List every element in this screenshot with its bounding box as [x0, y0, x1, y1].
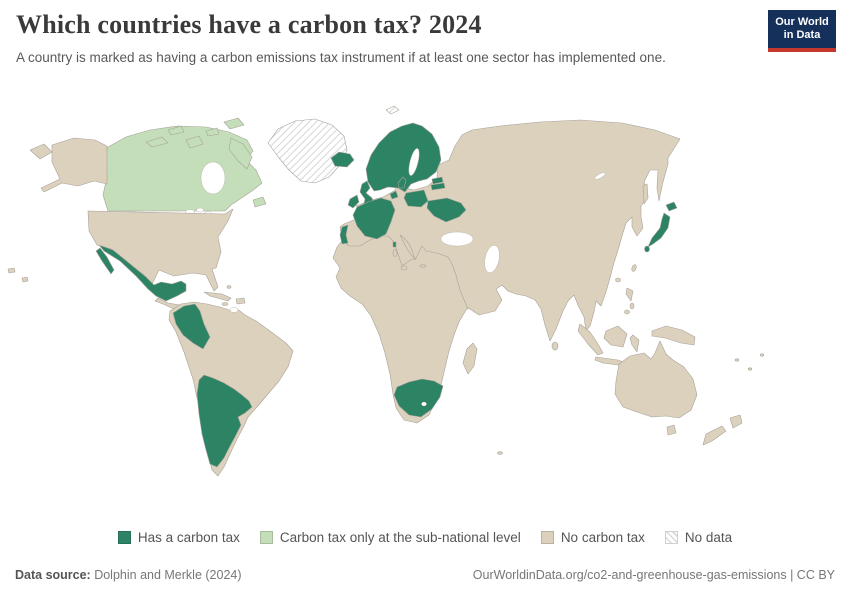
map-region-alaska [40, 137, 108, 193]
map-hudson-bay [200, 161, 226, 195]
data-source: Data source: Dolphin and Merkle (2024) [15, 568, 242, 582]
map-country-taiwan [631, 264, 637, 272]
map-region-philippines [624, 309, 630, 315]
map-region-scandinavia[interactable] [365, 122, 442, 193]
map-country-mexico[interactable] [98, 244, 187, 302]
map-region-argentina-chile-uruguay[interactable] [196, 374, 253, 468]
map-country-sri-lanka [551, 341, 559, 351]
map-country-colombia[interactable] [172, 303, 211, 350]
map-region-chukotka [29, 143, 53, 160]
map-region-canadian-arctic [145, 136, 169, 148]
map-country-australia[interactable] [614, 340, 698, 419]
map-region-bahamas [226, 285, 232, 289]
map-region-new-guinea [651, 325, 696, 346]
map-caspian-sea [484, 245, 500, 273]
map-region-hawaii [7, 267, 16, 274]
map-region-philippines [629, 302, 635, 310]
world-map [0, 98, 850, 530]
map-region-hawaii [21, 276, 29, 283]
map-country-madagascar[interactable] [462, 342, 478, 375]
data-source-label: Data source: [15, 568, 91, 582]
legend-item-no-data[interactable]: No data [664, 530, 733, 545]
map-region-indian-ocean-islands [497, 451, 503, 455]
map-country-jamaica [221, 302, 229, 306]
legend-label: Has a carbon tax [137, 530, 240, 545]
legend-item-has-carbon-tax[interactable]: Has a carbon tax [117, 530, 240, 545]
map-country-south-africa[interactable] [393, 378, 444, 418]
legend-swatch-no-carbon-tax [540, 531, 554, 544]
map-region-pacific-islands [747, 367, 753, 371]
map-region-borneo [603, 325, 628, 348]
map-region-hainan [615, 277, 621, 283]
map-region-newfoundland [252, 196, 267, 208]
map-region-sulawesi [629, 334, 640, 353]
map-country-japan[interactable] [647, 212, 671, 248]
map-country-latvia[interactable] [430, 182, 446, 191]
owid-logo-box: Our World in Data [768, 10, 836, 48]
owid-logo-line1: Our World [775, 15, 829, 28]
map-region-tasmania [666, 424, 677, 436]
map-country-denmark[interactable] [397, 176, 407, 189]
map-lesotho-gap [421, 401, 427, 407]
map-region-corsica [392, 241, 397, 248]
map-region-canadian-arctic [185, 135, 204, 149]
legend-item-sub-national[interactable]: Carbon tax only at the sub-national leve… [259, 530, 521, 545]
map-region-philippines [625, 287, 634, 302]
map-region-hispaniola [235, 297, 246, 305]
map-country-greenland[interactable] [267, 118, 348, 184]
map-region-baffin-island [228, 137, 253, 170]
map-french-guiana-gap [229, 307, 239, 313]
map-region-canadian-arctic [167, 125, 185, 136]
map-country-ireland[interactable] [347, 194, 360, 209]
map-lake-baikal [594, 172, 606, 180]
legend-label: No data [684, 530, 733, 545]
map-region-sicily [400, 265, 408, 271]
map-region-sardinia [392, 249, 398, 257]
map-region-svalbard [385, 105, 400, 115]
legend-swatch-sub-national [259, 531, 273, 544]
owid-credit-link[interactable]: OurWorldinData.org/co2-and-greenhouse-ga… [472, 568, 835, 582]
map-country-france[interactable] [352, 197, 396, 240]
map-region-pacific-islands [734, 358, 740, 362]
legend-item-no-carbon-tax[interactable]: No carbon tax [540, 530, 645, 545]
world-map-svg [7, 105, 765, 477]
map-country-iceland[interactable] [330, 151, 355, 168]
legend-label: No carbon tax [560, 530, 645, 545]
map-country-netherlands[interactable] [389, 190, 399, 200]
map-region-ellesmere [223, 117, 245, 130]
map-region-crete [419, 264, 427, 268]
map-country-poland[interactable] [403, 189, 429, 208]
data-source-text: Dolphin and Merkle (2024) [90, 568, 242, 582]
owid-logo-accent-bar [768, 48, 836, 52]
legend-swatch-has-carbon-tax [117, 531, 131, 544]
map-country-portugal[interactable] [339, 224, 349, 245]
legend-swatch-no-data [664, 531, 678, 544]
map-region-eurasia[interactable] [339, 119, 681, 342]
map-country-new-zealand[interactable] [729, 414, 743, 429]
owid-logo[interactable]: Our World in Data [768, 10, 836, 52]
chart-footer: Data source: Dolphin and Merkle (2024) O… [0, 568, 850, 582]
page-title: Which countries have a carbon tax? 2024 [16, 10, 482, 39]
map-country-new-zealand[interactable] [702, 425, 727, 446]
map-region-kyushu [644, 245, 650, 253]
map-region-baja-california [95, 247, 115, 275]
map-region-canadian-arctic [205, 127, 220, 137]
map-region-hokkaido[interactable] [665, 201, 678, 212]
map-gulf-of-bothnia [408, 148, 420, 176]
map-country-canada[interactable] [102, 125, 263, 212]
map-country-cuba[interactable] [203, 291, 232, 302]
map-region-sumatra [577, 323, 604, 356]
map-region-sakhalin [642, 183, 649, 205]
map-country-ukraine[interactable] [426, 197, 467, 223]
map-great-lakes [196, 207, 204, 213]
chart-subtitle: A country is marked as having a carbon e… [16, 50, 666, 65]
map-legend: Has a carbon tax Carbon tax only at the … [0, 530, 850, 545]
legend-label: Carbon tax only at the sub-national leve… [279, 530, 521, 545]
map-country-estonia[interactable] [431, 176, 444, 185]
map-black-sea [440, 231, 474, 247]
owid-logo-line2: in Data [783, 29, 821, 41]
map-region-pacific-islands [759, 353, 765, 357]
